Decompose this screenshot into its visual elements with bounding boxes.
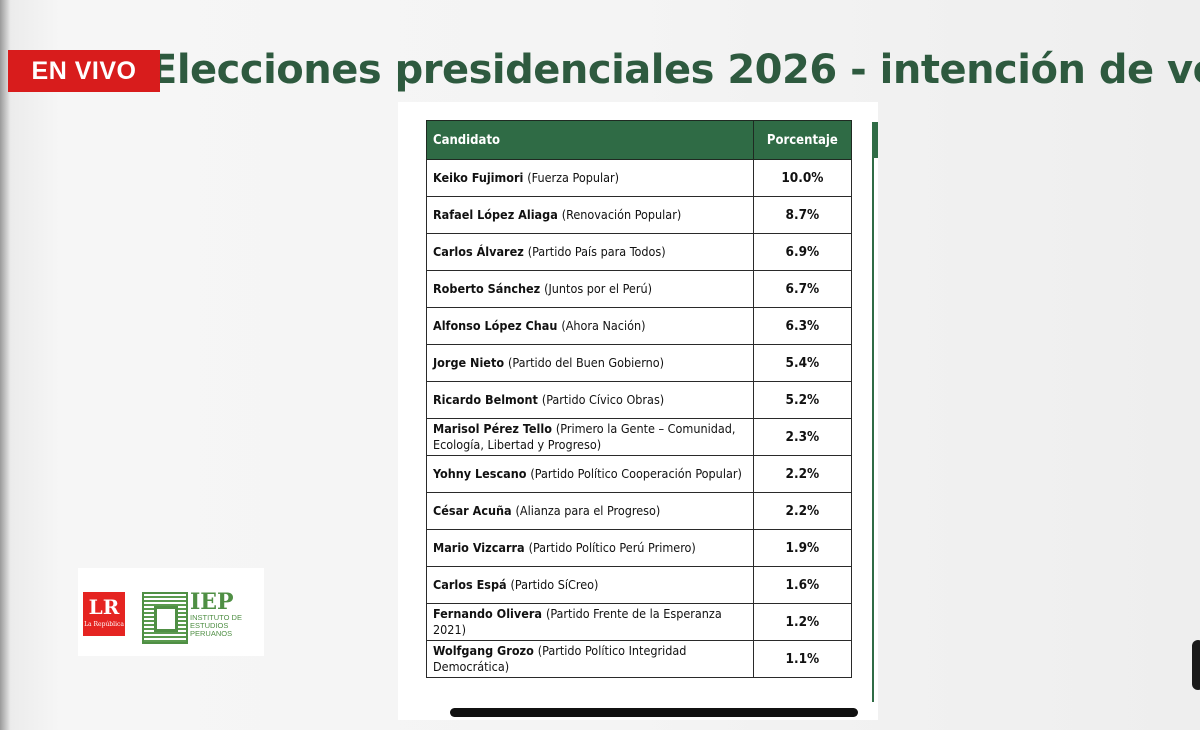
candidate-cell: Carlos Espá (Partido SíCreo) xyxy=(426,566,754,604)
percentage-cell: 1.6% xyxy=(752,566,853,604)
percentage-cell: 6.7% xyxy=(752,270,853,308)
header-percentage: Porcentaje xyxy=(752,120,853,160)
candidate-name: Jorge Nieto xyxy=(433,355,505,370)
candidate-party: (Fuerza Popular) xyxy=(527,170,620,185)
adjacent-header-edge xyxy=(872,122,878,158)
candidate-name: César Acuña xyxy=(433,503,512,518)
table-row: Rafael López Aliaga (Renovación Popular)… xyxy=(426,196,853,234)
candidate-name: Wolfgang Grozo xyxy=(433,643,534,658)
candidate-cell: César Acuña (Alianza para el Progreso) xyxy=(426,492,754,530)
candidate-cell: Carlos Álvarez (Partido País para Todos) xyxy=(426,233,754,271)
candidate-party: (Partido Político Perú Primero) xyxy=(528,540,696,555)
candidate-cell: Marisol Pérez Tello (Primero la Gente – … xyxy=(426,418,754,456)
table-row: Alfonso López Chau (Ahora Nación) 6.3% xyxy=(426,307,853,345)
table-row: Ricardo Belmont (Partido Cívico Obras) 5.… xyxy=(426,381,853,419)
candidate-name: Ricardo Belmont xyxy=(433,392,538,407)
candidate-cell: Mario Vizcarra (Partido Político Perú Pr… xyxy=(426,529,754,567)
table-row: César Acuña (Alianza para el Progreso) 2.… xyxy=(426,492,853,530)
candidate-name: Carlos Álvarez xyxy=(433,244,524,259)
header-candidate: Candidato xyxy=(426,120,754,160)
candidate-party: (Renovación Popular) xyxy=(561,207,682,222)
table-header-row: Candidato Porcentaje xyxy=(426,120,853,160)
candidate-cell: Keiko Fujimori (Fuerza Popular) xyxy=(426,159,754,197)
percentage-cell: 2.2% xyxy=(752,455,853,493)
percentage-cell: 8.7% xyxy=(752,196,853,234)
candidate-cell: Yohny Lescano (Partido Político Cooperac… xyxy=(426,455,754,493)
candidate-cell: Rafael López Aliaga (Renovación Popular) xyxy=(426,196,754,234)
table-row: Carlos Espá (Partido SíCreo) 1.6% xyxy=(426,566,853,604)
poll-sheet: Candidato Porcentaje Keiko Fujimori (Fue… xyxy=(398,102,878,720)
candidate-cell: Alfonso López Chau (Ahora Nación) xyxy=(426,307,754,345)
candidate-name: Keiko Fujimori xyxy=(433,170,524,185)
horizontal-scrollbar[interactable] xyxy=(450,708,858,717)
percentage-cell: 1.9% xyxy=(752,529,853,567)
percentage-cell: 1.1% xyxy=(752,640,853,678)
adjacent-column-edge xyxy=(872,122,878,702)
percentage-cell: 2.3% xyxy=(752,418,853,456)
percentage-cell: 6.3% xyxy=(752,307,853,345)
table-row: Jorge Nieto (Partido del Buen Gobierno) 5… xyxy=(426,344,853,382)
candidate-party: (Partido Frente de la Esperanza 2021) xyxy=(433,606,722,637)
candidate-party: (Partido SíCreo) xyxy=(510,577,599,592)
candidate-name: Roberto Sánchez xyxy=(433,281,541,296)
candidate-cell: Jorge Nieto (Partido del Buen Gobierno) xyxy=(426,344,754,382)
candidate-party: (Partido del Buen Gobierno) xyxy=(507,355,665,370)
percentage-cell: 2.2% xyxy=(752,492,853,530)
candidate-party: (Partido Político Integridad Democrática… xyxy=(433,643,687,674)
candidate-party: (Partido País para Todos) xyxy=(527,244,666,259)
candidate-cell: Fernando Olivera (Partido Frente de la E… xyxy=(426,603,754,641)
percentage-cell: 6.9% xyxy=(752,233,853,271)
candidate-name: Rafael López Aliaga xyxy=(433,207,558,222)
candidate-name: Fernando Olivera xyxy=(433,606,543,621)
candidate-party: (Juntos por el Perú) xyxy=(544,281,652,296)
side-handle[interactable] xyxy=(1192,640,1200,690)
candidate-party: (Alianza para el Progreso) xyxy=(515,503,661,518)
headline-title: Elecciones presidenciales 2026 - intenci… xyxy=(150,47,1200,93)
candidate-party: (Partido Político Cooperación Popular) xyxy=(530,466,742,481)
candidate-name: Mario Vizcarra xyxy=(433,540,525,555)
table-body: Keiko Fujimori (Fuerza Popular) 10.0% Rafa… xyxy=(426,159,853,678)
candidate-cell: Ricardo Belmont (Partido Cívico Obras) xyxy=(426,381,754,419)
percentage-cell: 1.2% xyxy=(752,603,853,641)
percentage-cell: 10.0% xyxy=(752,159,853,197)
table-row: Marisol Pérez Tello (Primero la Gente – … xyxy=(426,418,853,456)
table-row: Carlos Álvarez (Partido País para Todos)… xyxy=(426,233,853,271)
la-republica-logo: LR La República xyxy=(83,592,125,636)
candidate-party: (Partido Cívico Obras) xyxy=(541,392,665,407)
percentage-cell: 5.2% xyxy=(752,381,853,419)
logos-panel: LR La República IEP INSTITUTO DE ESTUDIO… xyxy=(78,568,264,656)
table-row: Mario Vizcarra (Partido Político Perú Pr… xyxy=(426,529,853,567)
table-row: Roberto Sánchez (Juntos por el Perú) 6.7% xyxy=(426,270,853,308)
table-row: Wolfgang Grozo (Partido Político Integri… xyxy=(426,640,853,678)
percentage-cell: 5.4% xyxy=(752,344,853,382)
table-row: Keiko Fujimori (Fuerza Popular) 10.0% xyxy=(426,159,853,197)
candidate-name: Marisol Pérez Tello xyxy=(433,421,552,436)
poll-table: Candidato Porcentaje Keiko Fujimori (Fue… xyxy=(426,120,853,678)
candidate-party: (Ahora Nación) xyxy=(561,318,646,333)
iep-logo: IEP INSTITUTO DE ESTUDIOS PERUANOS xyxy=(190,589,242,638)
candidate-name: Yohny Lescano xyxy=(433,466,527,481)
left-edge-shadow xyxy=(0,0,10,730)
candidate-cell: Wolfgang Grozo (Partido Político Integri… xyxy=(426,640,754,678)
iep-emblem-icon xyxy=(142,592,188,644)
candidate-name: Alfonso López Chau xyxy=(433,318,558,333)
candidate-name: Carlos Espá xyxy=(433,577,507,592)
candidate-party: (Primero la Gente – Comunidad, Ecología,… xyxy=(433,421,736,452)
table-row: Fernando Olivera (Partido Frente de la E… xyxy=(426,603,853,641)
candidate-cell: Roberto Sánchez (Juntos por el Perú) xyxy=(426,270,754,308)
live-badge: EN VIVO xyxy=(8,50,160,92)
table-row: Yohny Lescano (Partido Político Cooperac… xyxy=(426,455,853,493)
